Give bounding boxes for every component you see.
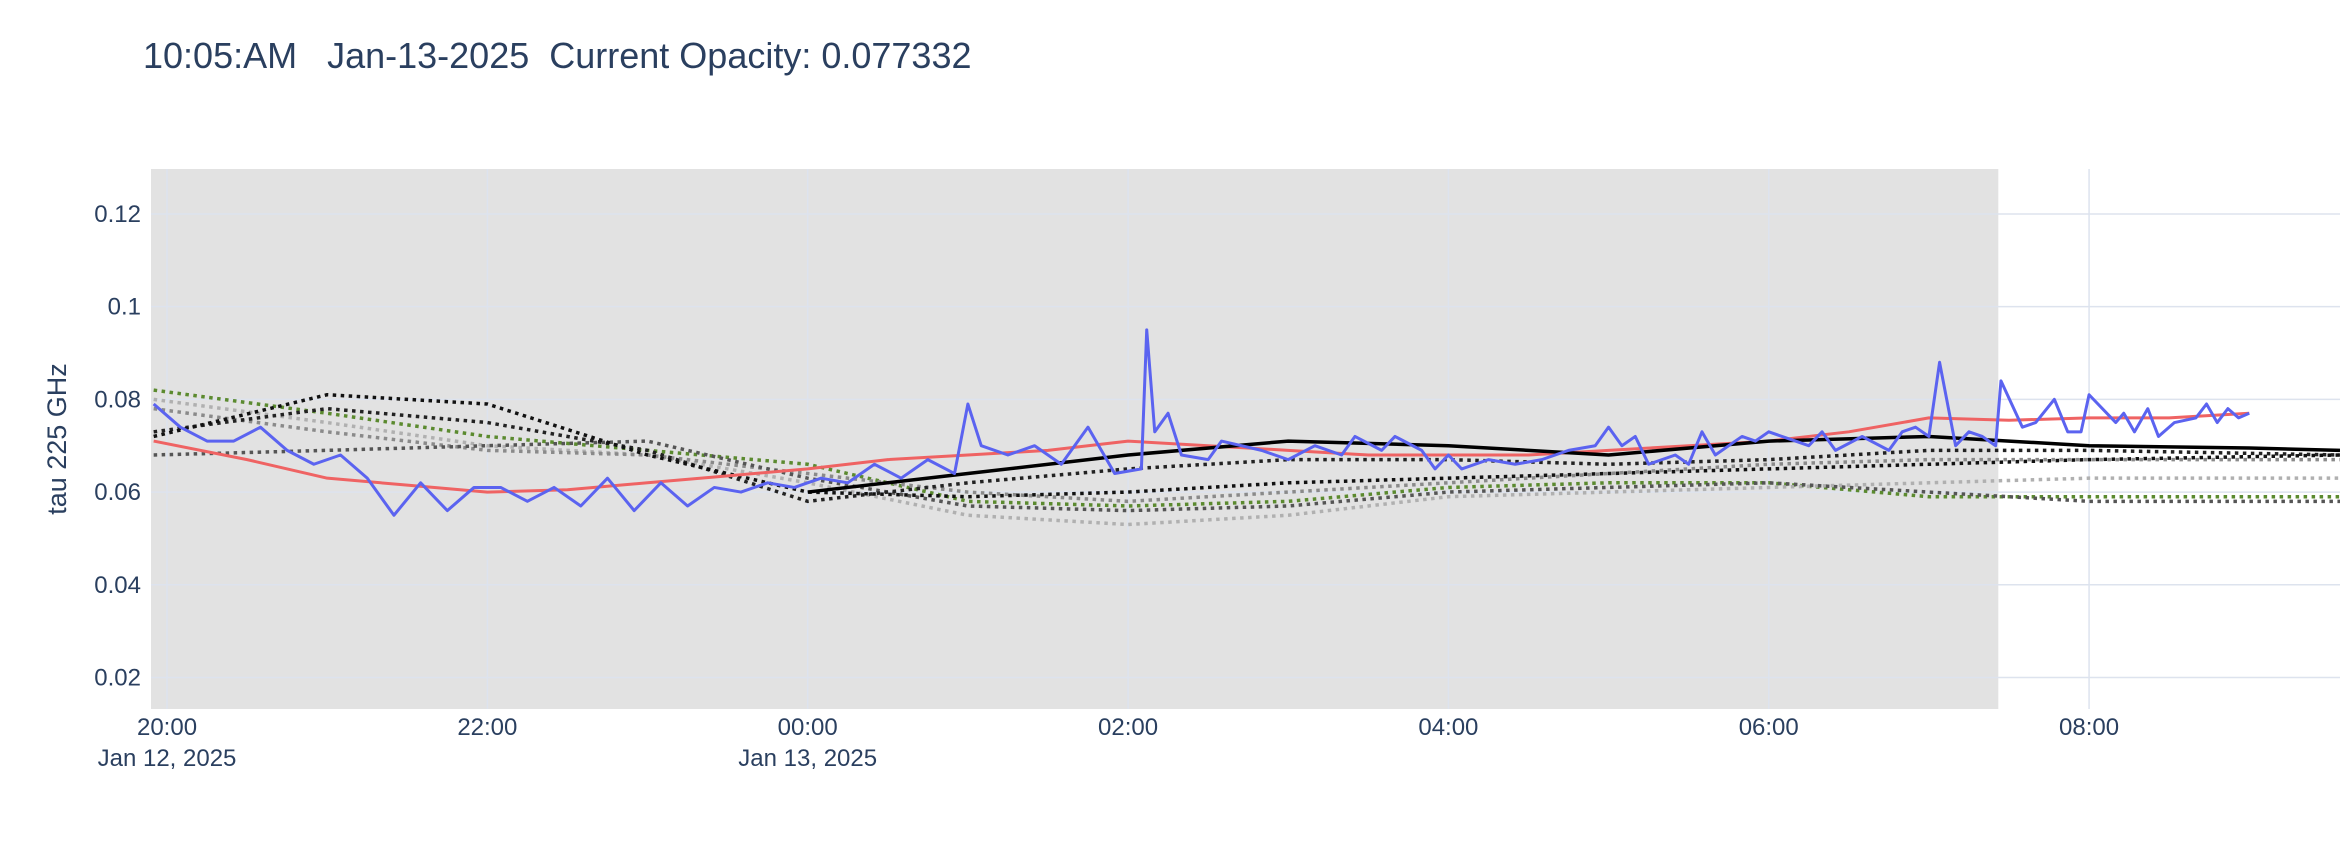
y-axis-title: tau 225 GHz	[42, 363, 72, 515]
series-line	[153, 406, 2340, 504]
y-tick-label: 0.04	[94, 572, 141, 599]
y-tick-label: 0.02	[94, 664, 141, 691]
x-tick-label: 02:00	[1098, 714, 1158, 741]
x-tick-label: 20:00	[137, 714, 197, 741]
series-line	[153, 439, 2340, 513]
series-line	[152, 328, 2250, 517]
x-tick-date: Jan 13, 2025	[738, 745, 877, 772]
y-tick-label: 0.1	[108, 294, 141, 321]
series-line	[153, 406, 2340, 504]
y-tick-label: 0.06	[94, 479, 141, 506]
y-tick-label: 0.12	[94, 201, 141, 228]
shaded-region	[151, 169, 1999, 709]
series-line	[807, 434, 2340, 494]
x-tick-label: 00:00	[778, 714, 838, 741]
x-tick-label: 22:00	[457, 714, 517, 741]
x-tick-date: Jan 12, 2025	[98, 745, 237, 772]
series-line	[153, 392, 2340, 499]
plot-area	[152, 328, 2340, 527]
chart-title: 10:05:AM Jan-13-2025 Current Opacity: 0.…	[143, 35, 972, 76]
x-tick-label: 08:00	[2059, 714, 2119, 741]
x-tick-label: 06:00	[1739, 714, 1799, 741]
series-line	[153, 411, 2250, 494]
y-tick-label: 0.08	[94, 386, 141, 413]
x-tick-label: 04:00	[1418, 714, 1478, 741]
